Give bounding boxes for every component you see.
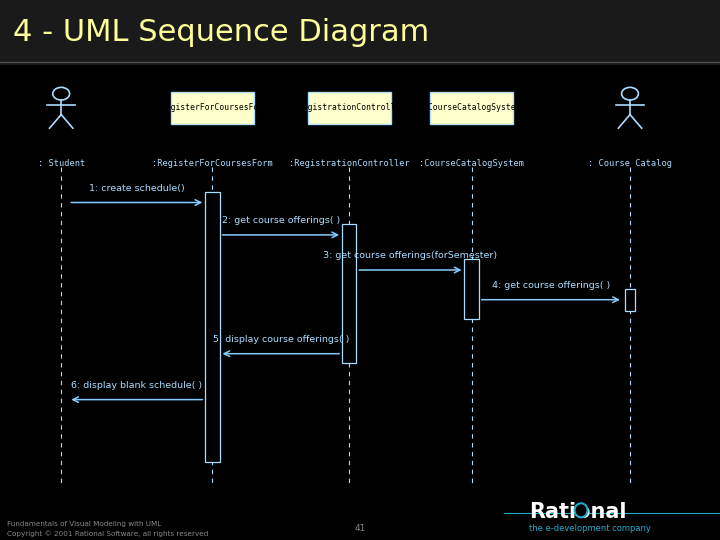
Text: the e-development company: the e-development company xyxy=(529,524,651,533)
Ellipse shape xyxy=(575,503,588,517)
Text: 2: get course offerings( ): 2: get course offerings( ) xyxy=(222,216,340,225)
Text: :RegisterForCoursesForm: :RegisterForCoursesForm xyxy=(152,159,273,168)
Bar xyxy=(308,92,391,124)
Text: : Course Catalog: : Course Catalog xyxy=(588,159,672,168)
Text: :RegistrationController: :RegistrationController xyxy=(289,159,410,168)
Text: Fundamentals of Visual Modeling with UML: Fundamentals of Visual Modeling with UML xyxy=(7,521,161,527)
Bar xyxy=(464,259,479,319)
Text: Rational: Rational xyxy=(529,502,626,522)
Text: :RegistrationController: :RegistrationController xyxy=(293,104,405,112)
Text: 4 - UML Sequence Diagram: 4 - UML Sequence Diagram xyxy=(13,18,429,47)
Bar xyxy=(342,224,356,363)
Bar xyxy=(171,92,254,124)
Text: :RegisterForCoursesForm: :RegisterForCoursesForm xyxy=(156,104,269,112)
Text: :CourseCatalogSystem: :CourseCatalogSystem xyxy=(423,104,521,112)
Bar xyxy=(431,92,513,124)
Text: Copyright © 2001 Rational Software, all rights reserved: Copyright © 2001 Rational Software, all … xyxy=(7,530,209,537)
Text: 1: create schedule(): 1: create schedule() xyxy=(89,184,184,193)
Text: 6: display blank schedule( ): 6: display blank schedule( ) xyxy=(71,381,202,390)
Bar xyxy=(205,192,220,462)
Text: 5: display course offerings( ): 5: display course offerings( ) xyxy=(212,335,349,344)
Bar xyxy=(625,289,635,310)
Text: 41: 41 xyxy=(354,524,366,533)
Text: 3: get course offerings(forSemester): 3: get course offerings(forSemester) xyxy=(323,251,498,260)
Text: :CourseCatalogSystem: :CourseCatalogSystem xyxy=(419,159,524,168)
Text: 4: get course offerings( ): 4: get course offerings( ) xyxy=(492,281,610,290)
Bar xyxy=(0,0,720,65)
Text: : Student: : Student xyxy=(37,159,85,168)
